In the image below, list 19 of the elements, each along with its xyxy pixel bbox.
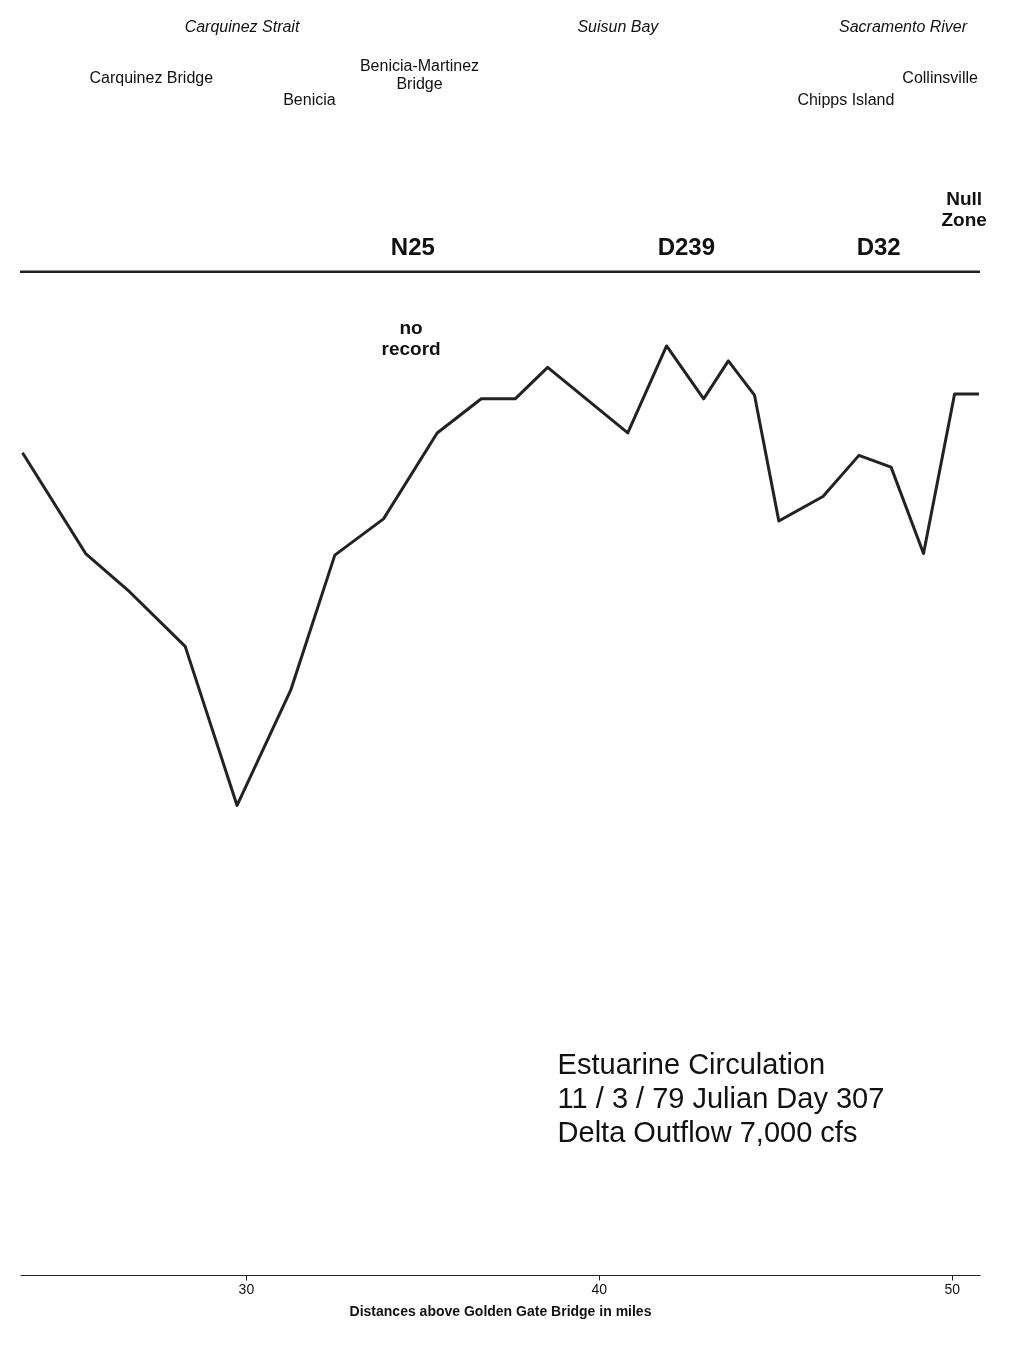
text: Suisun Bay <box>577 18 660 36</box>
text: Null Zone <box>941 188 987 231</box>
text: Carquinez Bridge <box>89 68 214 86</box>
x-tick-label: 30 <box>238 1280 255 1297</box>
text: Benicia-Martinez Bridge <box>359 56 480 92</box>
text: 11 / 3 / 79 Julian Day 307 Delta Outflow 7,000 cfs <box>557 1082 885 1149</box>
text: Benicia <box>283 90 336 108</box>
text: Estuarine Circulation <box>557 1048 826 1081</box>
annotation: no record <box>381 317 441 360</box>
text: Chipps Island <box>797 90 895 108</box>
text: Sacramento River <box>839 18 968 36</box>
text: Collinsville <box>902 68 979 86</box>
x-tick-label: 40 <box>591 1280 608 1297</box>
text: N25 <box>390 233 435 261</box>
x-axis-title: Distances above Golden Gate Bridge in miles <box>349 1302 652 1319</box>
text: D239 <box>657 233 716 261</box>
x-tick-label: 50 <box>944 1280 961 1297</box>
text: D32 <box>856 233 901 261</box>
text: Carquinez Strait <box>184 18 300 36</box>
